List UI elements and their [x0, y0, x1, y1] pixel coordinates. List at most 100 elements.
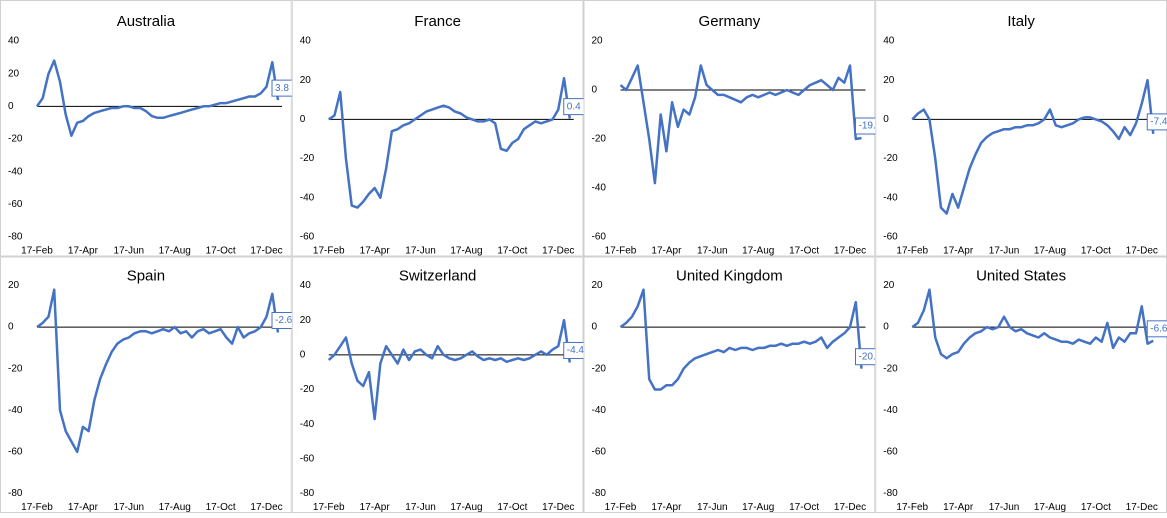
chart-panel: Switzerland -80 -60 -40 -20 0 20 40 17-Feb 17-Apr… — [291, 256, 584, 513]
y-tick-label: 20 — [883, 280, 895, 291]
panel-border — [0, 0, 292, 257]
chart-title: Spain — [127, 267, 165, 284]
x-tick-label: 17-Jun — [405, 246, 436, 257]
y-tick-label: -80 — [300, 488, 315, 499]
y-tick-label: -60 — [592, 447, 607, 458]
x-tick-label: 17-Oct — [206, 246, 236, 257]
x-tick-label: 17-Dec — [250, 246, 282, 257]
x-tick-label: 17-Jun — [114, 246, 145, 257]
x-tick-label: 17-Dec — [834, 502, 866, 513]
y-tick-label: 20 — [592, 280, 604, 291]
panel-border — [0, 256, 292, 513]
x-tick-label: 17-Oct — [497, 246, 527, 257]
y-tick-label: -40 — [300, 192, 315, 203]
x-tick-label: 17-Jun — [697, 502, 728, 513]
chart-panel: United Kingdom -80 -60 -40 -20 0 20 17-Feb 17-Ap… — [583, 256, 882, 513]
chart-title: France — [414, 13, 461, 30]
chart-title: Australia — [117, 13, 176, 30]
panel-border — [583, 256, 876, 513]
x-tick-label: 17-Feb — [896, 502, 928, 513]
data-line — [36, 288, 280, 454]
y-tick-label: -60 — [300, 453, 315, 464]
value-label: -20.0 — [859, 351, 882, 362]
x-tick-label: 17-Oct — [1081, 246, 1111, 257]
value-label-box — [563, 98, 584, 116]
chart-panel: Spain -80 -60 -40 -20 0 20 17-Feb 17-Apr 17-Jun 17… — [0, 256, 293, 513]
chart-title: United States — [976, 267, 1066, 284]
x-tick-label: 17-Jun — [989, 502, 1020, 513]
y-tick-label: -60 — [883, 232, 898, 243]
data-line — [35, 59, 280, 137]
y-tick-label: 0 — [883, 322, 889, 333]
chart-panel: United States -80 -60 -40 -20 0 20 17-Feb 17-Apr… — [875, 256, 1167, 513]
y-tick-label: -60 — [300, 232, 315, 243]
x-tick-label: 17-Apr — [360, 502, 391, 513]
x-tick-label: 17-Apr — [360, 246, 391, 257]
x-tick-label: 17-Jun — [989, 246, 1020, 257]
x-tick-label: 17-Oct — [789, 502, 819, 513]
x-tick-label: 17-Dec — [1126, 502, 1158, 513]
x-tick-label: 17-Aug — [450, 246, 482, 257]
data-line — [911, 78, 1155, 215]
x-tick-label: 17-Jun — [405, 502, 436, 513]
value-label: -2.6 — [275, 315, 293, 326]
y-tick-label: -20 — [300, 384, 315, 395]
y-tick-label: 20 — [300, 315, 312, 326]
data-line — [911, 288, 1154, 360]
chart-title: Germany — [699, 13, 761, 30]
y-tick-label: 0 — [300, 349, 306, 360]
y-tick-label: 20 — [592, 36, 604, 47]
chart-panel: Australia -80 -60 -40 -20 0 20 40 17-Feb 17-Apr 17… — [0, 0, 292, 257]
x-tick-label: 17-Jun — [697, 246, 728, 257]
value-label: -7.4 — [1150, 117, 1167, 128]
x-tick-label: 17-Dec — [542, 246, 574, 257]
x-tick-label: 17-Aug — [159, 502, 191, 513]
x-tick-label: 17-Dec — [250, 502, 282, 513]
y-tick-label: -80 — [8, 488, 23, 499]
y-tick-label: -80 — [883, 488, 898, 499]
y-tick-label: -20 — [8, 363, 23, 374]
y-tick-label: 0 — [592, 322, 598, 333]
x-tick-label: 17-Oct — [497, 502, 527, 513]
x-tick-label: 17-Feb — [21, 502, 53, 513]
y-tick-label: 0 — [8, 322, 14, 333]
x-tick-label: 17-Feb — [21, 246, 53, 257]
y-tick-label: -20 — [300, 153, 315, 164]
chart-title: Italy — [1007, 13, 1035, 30]
y-tick-label: 0 — [300, 114, 306, 125]
x-tick-label: 17-Apr — [68, 246, 99, 257]
y-tick-label: -60 — [8, 447, 23, 458]
chart-panel: Italy -60 -40 -20 0 20 40 17-Feb 17-Apr 17-Jun 17-… — [875, 0, 1167, 257]
chart-panel: France -60 -40 -20 0 20 40 17-Feb 17-Apr 17-Jun 17… — [291, 0, 584, 257]
x-tick-label: 17-Aug — [742, 246, 774, 257]
x-tick-label: 17-Aug — [450, 502, 482, 513]
value-label-box — [563, 341, 584, 359]
y-tick-label: 40 — [883, 36, 895, 47]
y-tick-label: -60 — [592, 232, 607, 243]
y-tick-label: -40 — [300, 419, 315, 430]
chart-title: Switzerland — [399, 267, 477, 284]
y-tick-label: -40 — [8, 405, 23, 416]
y-tick-label: -80 — [592, 488, 607, 499]
x-tick-label: 17-Dec — [834, 246, 866, 257]
x-tick-label: 17-Aug — [1034, 246, 1066, 257]
x-tick-label: 17-Feb — [605, 246, 637, 257]
value-label-box — [271, 312, 292, 330]
y-tick-label: 40 — [300, 36, 312, 47]
chart-title: United Kingdom — [676, 267, 783, 284]
value-label-box — [855, 117, 876, 135]
x-tick-label: 17-Feb — [313, 502, 345, 513]
x-tick-label: 17-Apr — [943, 246, 974, 257]
y-tick-label: 0 — [8, 101, 14, 112]
data-line — [619, 64, 862, 185]
value-label-box — [1146, 320, 1167, 338]
x-tick-label: 17-Apr — [651, 502, 682, 513]
y-tick-label: -20 — [592, 363, 607, 374]
data-line — [619, 288, 863, 391]
data-line — [328, 76, 571, 209]
y-tick-label: 0 — [592, 85, 598, 96]
y-tick-label: -40 — [883, 192, 898, 203]
y-tick-label: -60 — [883, 447, 898, 458]
value-label-box — [855, 348, 876, 366]
x-tick-label: 17-Dec — [1126, 246, 1158, 257]
